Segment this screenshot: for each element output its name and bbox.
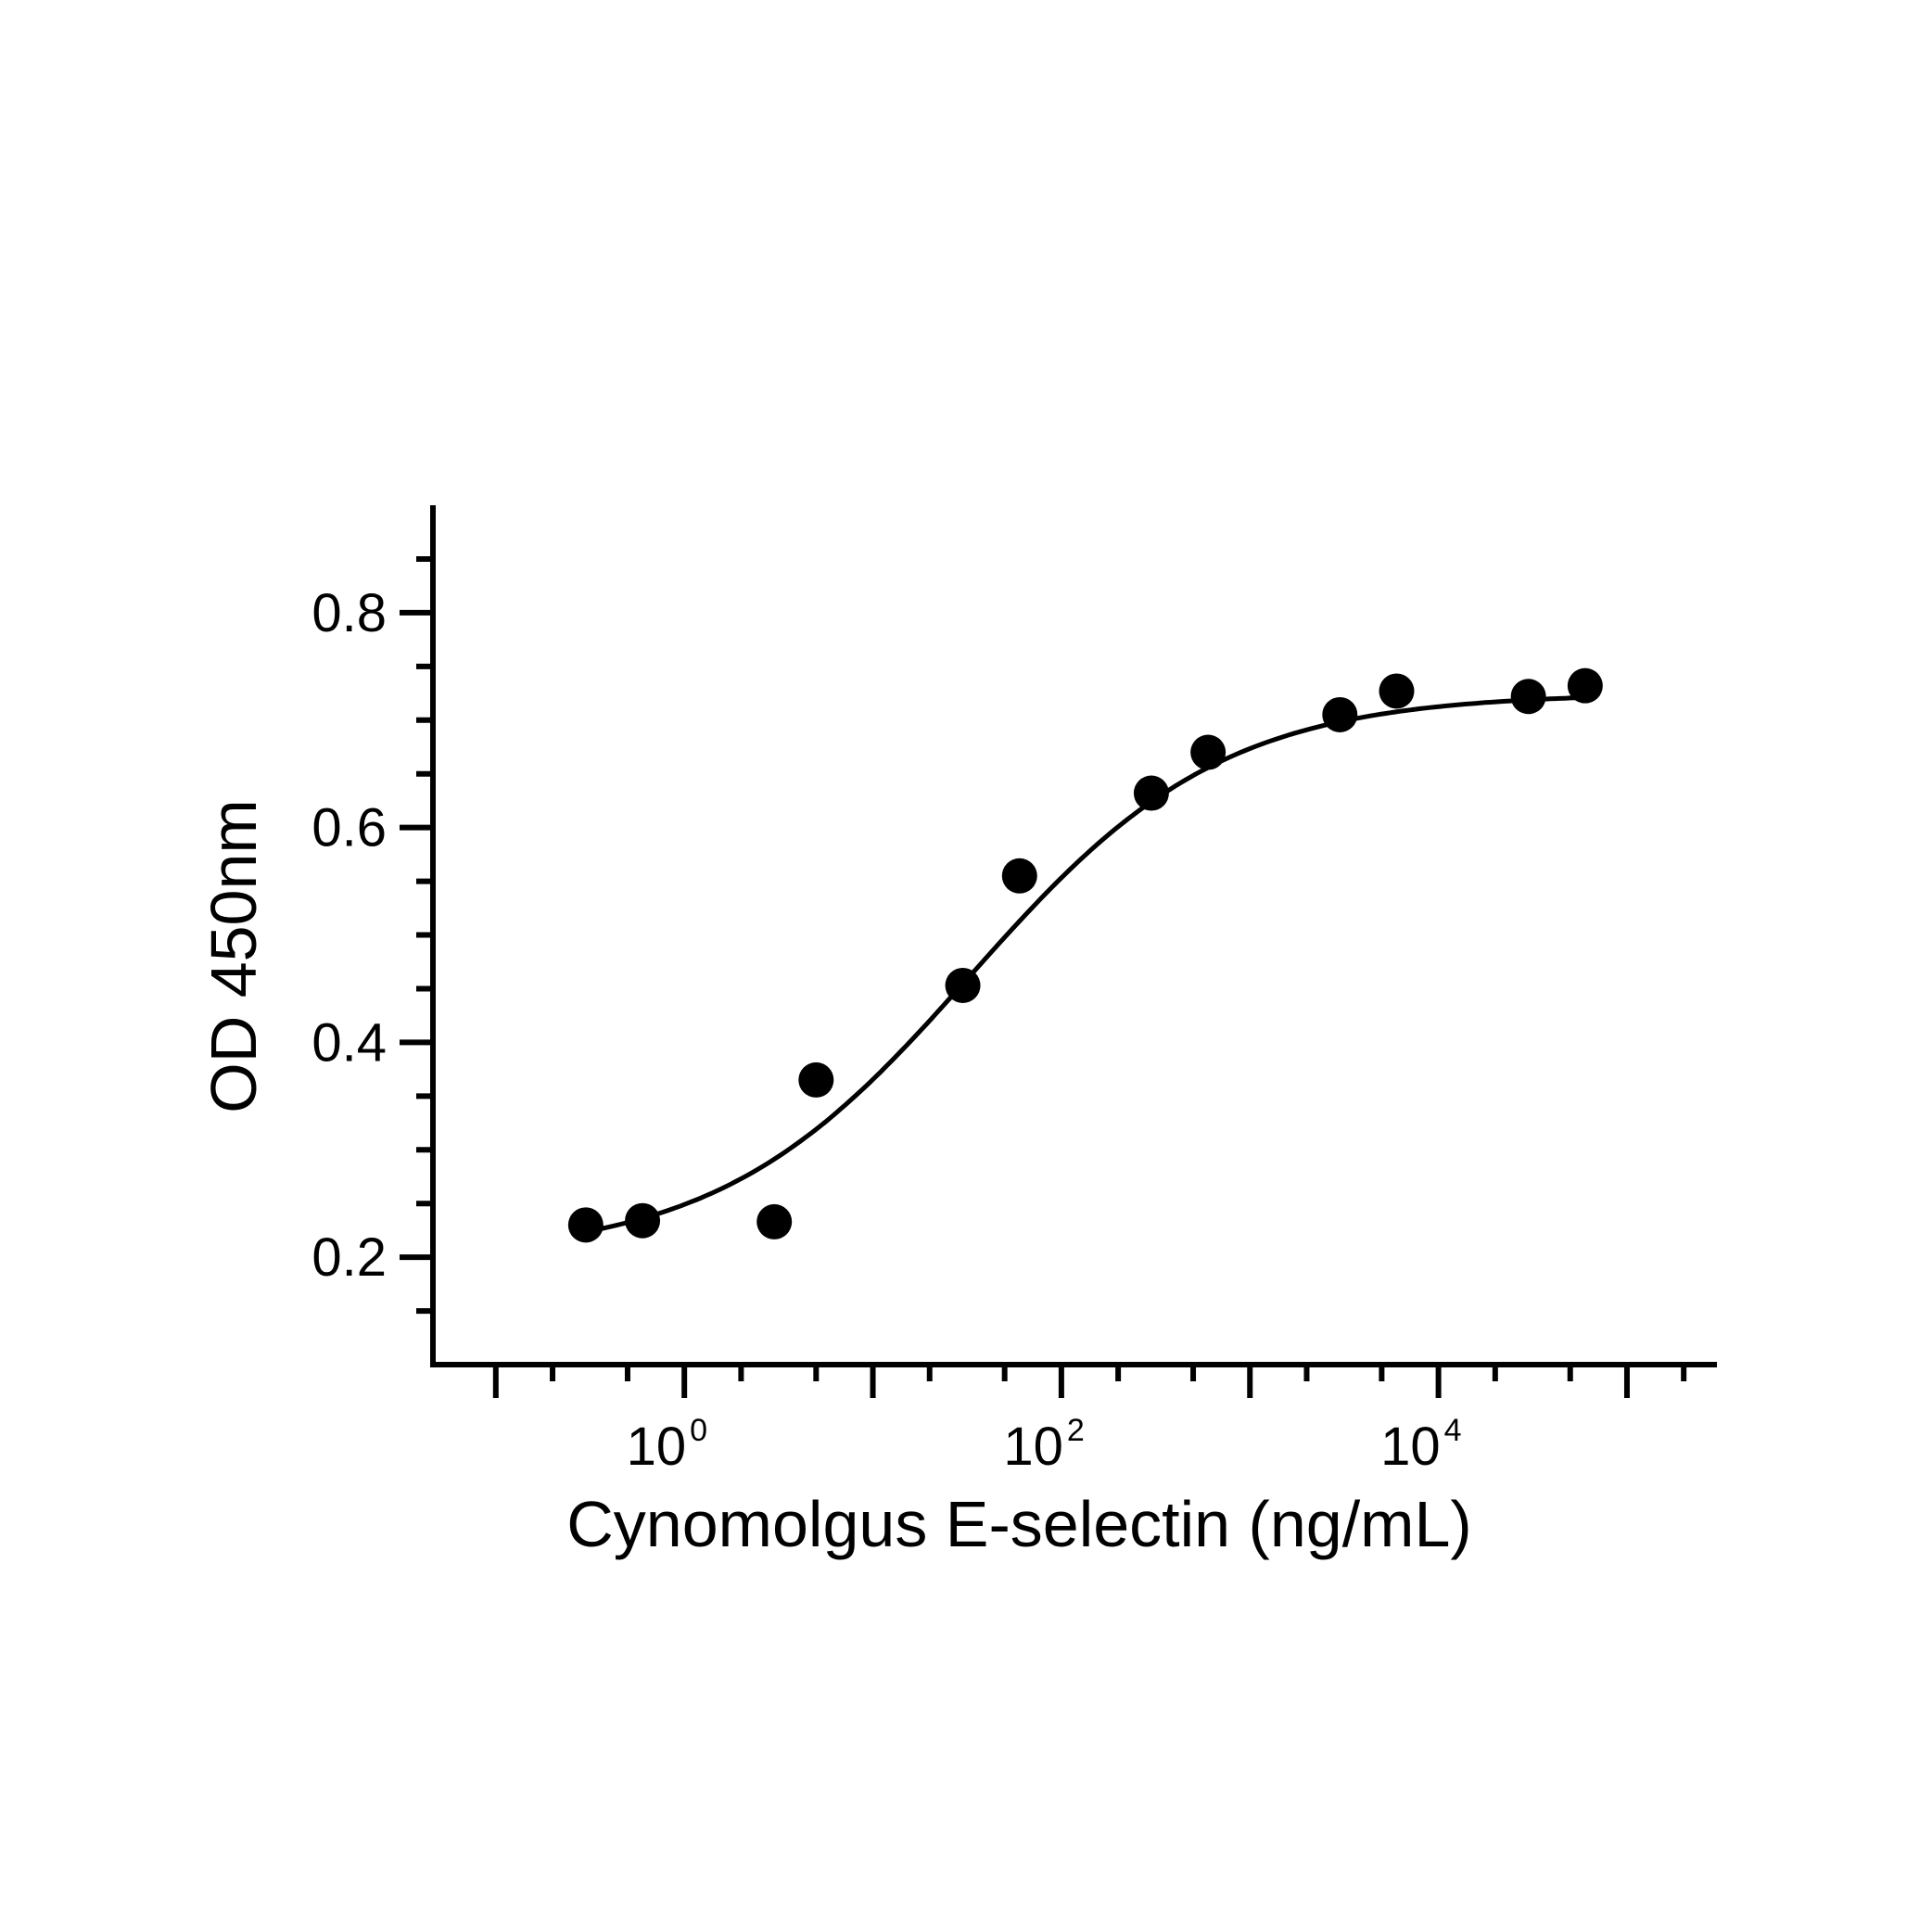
y-tick-label: 0.6 <box>311 798 387 858</box>
x-axis-tick-labels: 10 0 10 2 10 4 <box>627 1413 1462 1477</box>
data-point <box>1379 673 1415 709</box>
data-points <box>567 667 1603 1243</box>
fit-curve <box>585 694 1585 1235</box>
x-tick-label-exponent: 2 <box>1067 1413 1085 1448</box>
data-point <box>756 1203 793 1239</box>
y-tick-label: 0.8 <box>311 583 387 643</box>
data-point <box>567 1207 604 1243</box>
x-tick-label-base: 10 <box>1380 1417 1441 1477</box>
data-point <box>1190 734 1227 770</box>
y-axis-tick-labels: 0.2 0.4 0.6 0.8 <box>311 583 387 1288</box>
data-point <box>1001 858 1037 894</box>
data-point <box>1510 679 1546 715</box>
x-axis-title: Cynomolgus E-selectin (ng/mL) <box>566 1488 1471 1560</box>
y-axis-title: OD 450nm <box>197 799 270 1112</box>
x-tick-label-base: 10 <box>627 1417 687 1477</box>
y-tick-label: 0.2 <box>311 1227 387 1288</box>
data-point <box>798 1061 834 1098</box>
data-point <box>1322 696 1358 732</box>
x-axis-minor-ticks <box>492 1365 1687 1398</box>
y-tick-label: 0.4 <box>311 1012 387 1073</box>
x-tick-label-base: 10 <box>1003 1417 1063 1477</box>
data-point <box>1567 667 1603 704</box>
y-axis-minor-ticks <box>400 555 433 1315</box>
x-tick-label-exponent: 4 <box>1444 1413 1462 1448</box>
data-point <box>625 1202 661 1239</box>
data-point <box>1133 775 1169 811</box>
x-tick-label-exponent: 0 <box>690 1413 707 1448</box>
data-point <box>945 967 981 1003</box>
